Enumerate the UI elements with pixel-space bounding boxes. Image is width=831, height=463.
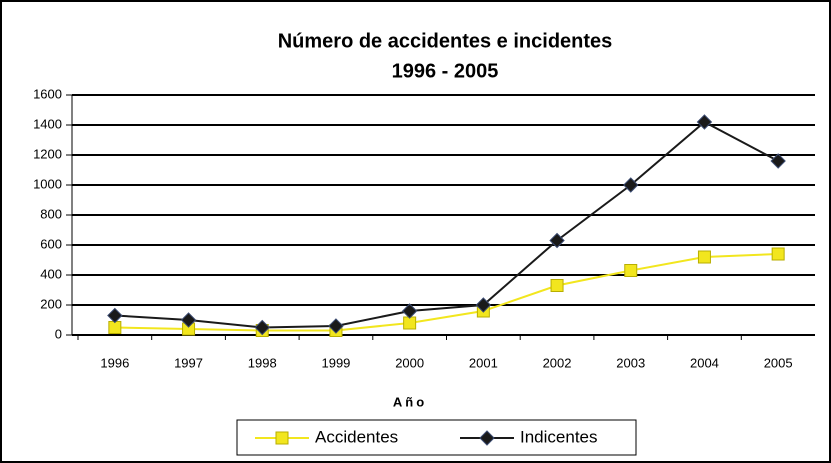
point xyxy=(254,319,270,336)
series-line xyxy=(114,253,779,332)
point xyxy=(623,177,639,193)
legend-label: Accidentes xyxy=(315,427,398,446)
point xyxy=(475,297,492,313)
point xyxy=(328,318,344,334)
x-axis-label: Año xyxy=(393,394,427,409)
x-tick-label: 1998 xyxy=(248,355,277,370)
y-tick-label: 1200 xyxy=(33,146,62,161)
point xyxy=(696,114,713,130)
y-tick-label: 400 xyxy=(40,266,62,281)
series-line xyxy=(114,120,779,329)
point xyxy=(770,153,786,169)
point xyxy=(180,312,197,328)
point xyxy=(771,247,785,261)
legend-marker xyxy=(275,431,289,445)
y-tick-label: 200 xyxy=(40,296,62,311)
x-tick-label: 1996 xyxy=(100,355,129,370)
x-tick-label: 1997 xyxy=(174,355,203,370)
x-tick-label: 2002 xyxy=(543,355,572,370)
y-tick-label: 1000 xyxy=(33,176,62,191)
point xyxy=(107,307,123,324)
y-tick-label: 1400 xyxy=(33,116,62,131)
y-tick-label: 800 xyxy=(40,206,62,221)
legend-marker xyxy=(479,430,495,446)
x-tick-label: 1999 xyxy=(321,355,350,370)
point xyxy=(108,321,122,334)
point xyxy=(697,250,711,264)
point xyxy=(550,279,564,292)
x-tick-label: 2000 xyxy=(395,355,424,370)
point xyxy=(549,232,565,249)
y-tick-label: 1600 xyxy=(33,86,62,101)
x-tick-label: 2001 xyxy=(469,355,498,370)
y-tick-label: 600 xyxy=(40,236,62,251)
point xyxy=(403,316,417,330)
point xyxy=(624,264,638,277)
y-tick-label: 0 xyxy=(55,326,62,341)
x-tick-label: 2004 xyxy=(690,355,719,370)
chart-title: Número de accidentes e incidentes xyxy=(278,30,613,52)
chart-subtitle: 1996 - 2005 xyxy=(392,60,499,82)
x-tick-label: 2003 xyxy=(616,355,645,370)
point xyxy=(401,303,418,319)
x-tick-label: 2005 xyxy=(764,355,793,370)
legend-label: Indicentes xyxy=(520,427,598,446)
